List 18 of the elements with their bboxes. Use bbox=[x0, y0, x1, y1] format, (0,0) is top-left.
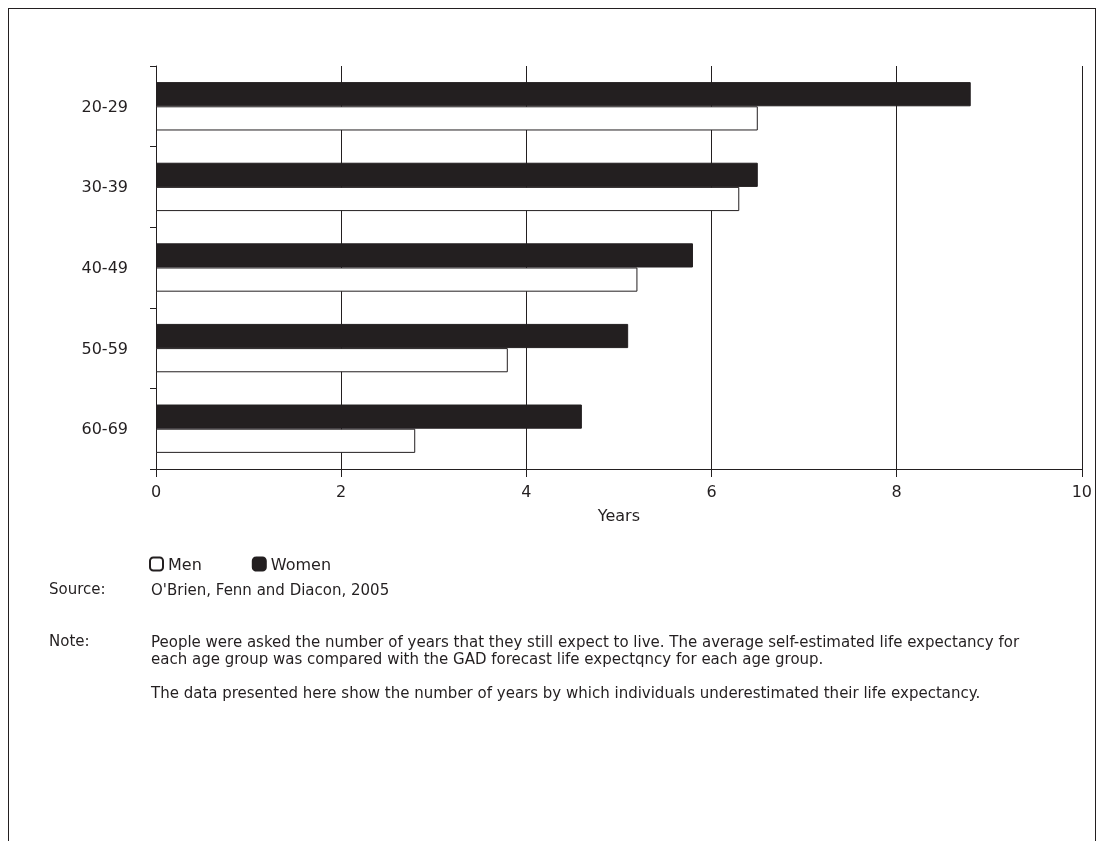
text: O'Brien, Fenn and Diacon, 2005 bbox=[151, 580, 390, 599]
x-tick-label: 0 bbox=[150, 481, 162, 501]
legend-label: Women bbox=[270, 554, 332, 574]
x-tick-label: 4 bbox=[521, 481, 532, 501]
source-note: Source: bbox=[49, 579, 106, 598]
y-tick-label: 50-59 bbox=[81, 338, 128, 358]
y-tick-label: 20-29 bbox=[81, 96, 128, 116]
text: Note: bbox=[49, 631, 90, 650]
y-tick-label: 30-39 bbox=[81, 177, 128, 197]
x-tick-label: 6 bbox=[706, 481, 717, 501]
y-tick-label: 60-69 bbox=[81, 419, 128, 439]
y-tick-label: 40-49 bbox=[81, 258, 128, 277]
x-tick-label: 8 bbox=[891, 481, 902, 501]
x-axis-title: Years bbox=[596, 505, 641, 525]
x-tick-label: 2 bbox=[336, 481, 347, 501]
legend-label: Men bbox=[168, 554, 202, 574]
x-tick-label: 10 bbox=[1071, 481, 1092, 501]
text: People were asked the number of years that they still expect to live. The average self-estimated life expectancy for each age group was compared with the GAD forecast life expectqncy for each age group. The data presented here show the number of years by which individuals underestimated their life expectancy. bbox=[150, 632, 1024, 702]
